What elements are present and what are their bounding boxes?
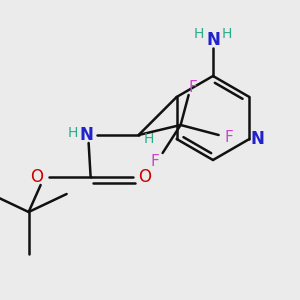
Text: F: F [224,130,233,145]
Text: H: H [143,132,154,146]
Text: O: O [138,168,151,186]
Text: H: H [194,27,204,41]
Text: O: O [30,168,43,186]
Text: H: H [222,27,232,41]
Text: F: F [188,80,197,94]
Text: F: F [150,154,159,169]
Text: N: N [206,31,220,49]
Text: N: N [250,130,264,148]
Text: H: H [68,126,78,140]
Text: N: N [80,126,94,144]
